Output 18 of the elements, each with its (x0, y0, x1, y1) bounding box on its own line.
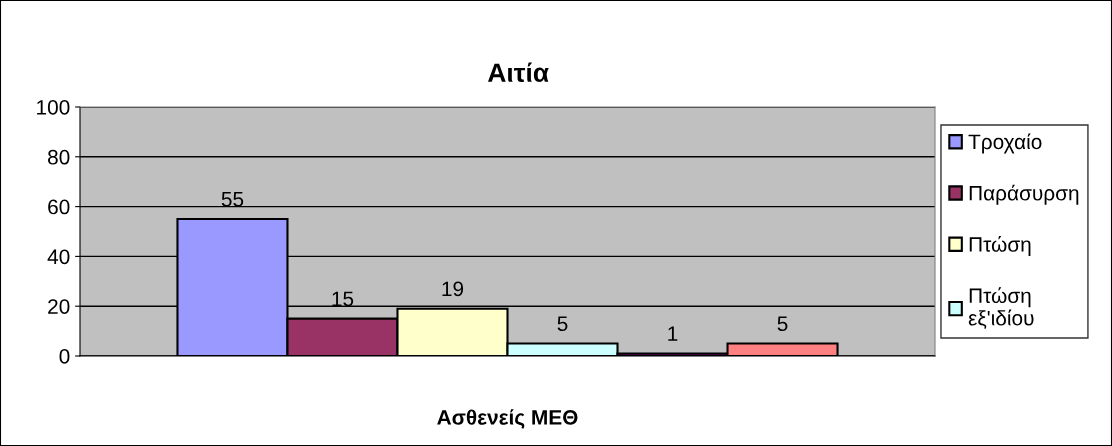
data-label: 55 (221, 192, 244, 207)
y-tick-label: 100 (37, 100, 70, 115)
y-tick-label: 20 (48, 299, 70, 314)
data-label: 5 (557, 316, 568, 332)
y-tick-label: 60 (48, 199, 70, 215)
x-axis-title: Ασθενείς ΜΕΘ (437, 409, 578, 429)
legend-label: Πτώση εξ'ιδίου (968, 287, 1034, 329)
legend-label: Τροχαίο (968, 133, 1042, 154)
data-label: 1 (668, 326, 678, 341)
legend-label: Παράσυρση (969, 184, 1079, 205)
y-tick-label: 40 (47, 249, 70, 265)
legend-label: Πτώση (969, 235, 1031, 256)
y-tick-label: 0 (59, 349, 70, 364)
data-label: 5 (777, 316, 788, 332)
y-tick-label: 80 (48, 149, 70, 165)
chart-title: Αιτία (487, 62, 549, 83)
data-label: 15 (332, 291, 354, 307)
data-label: 19 (442, 281, 464, 297)
